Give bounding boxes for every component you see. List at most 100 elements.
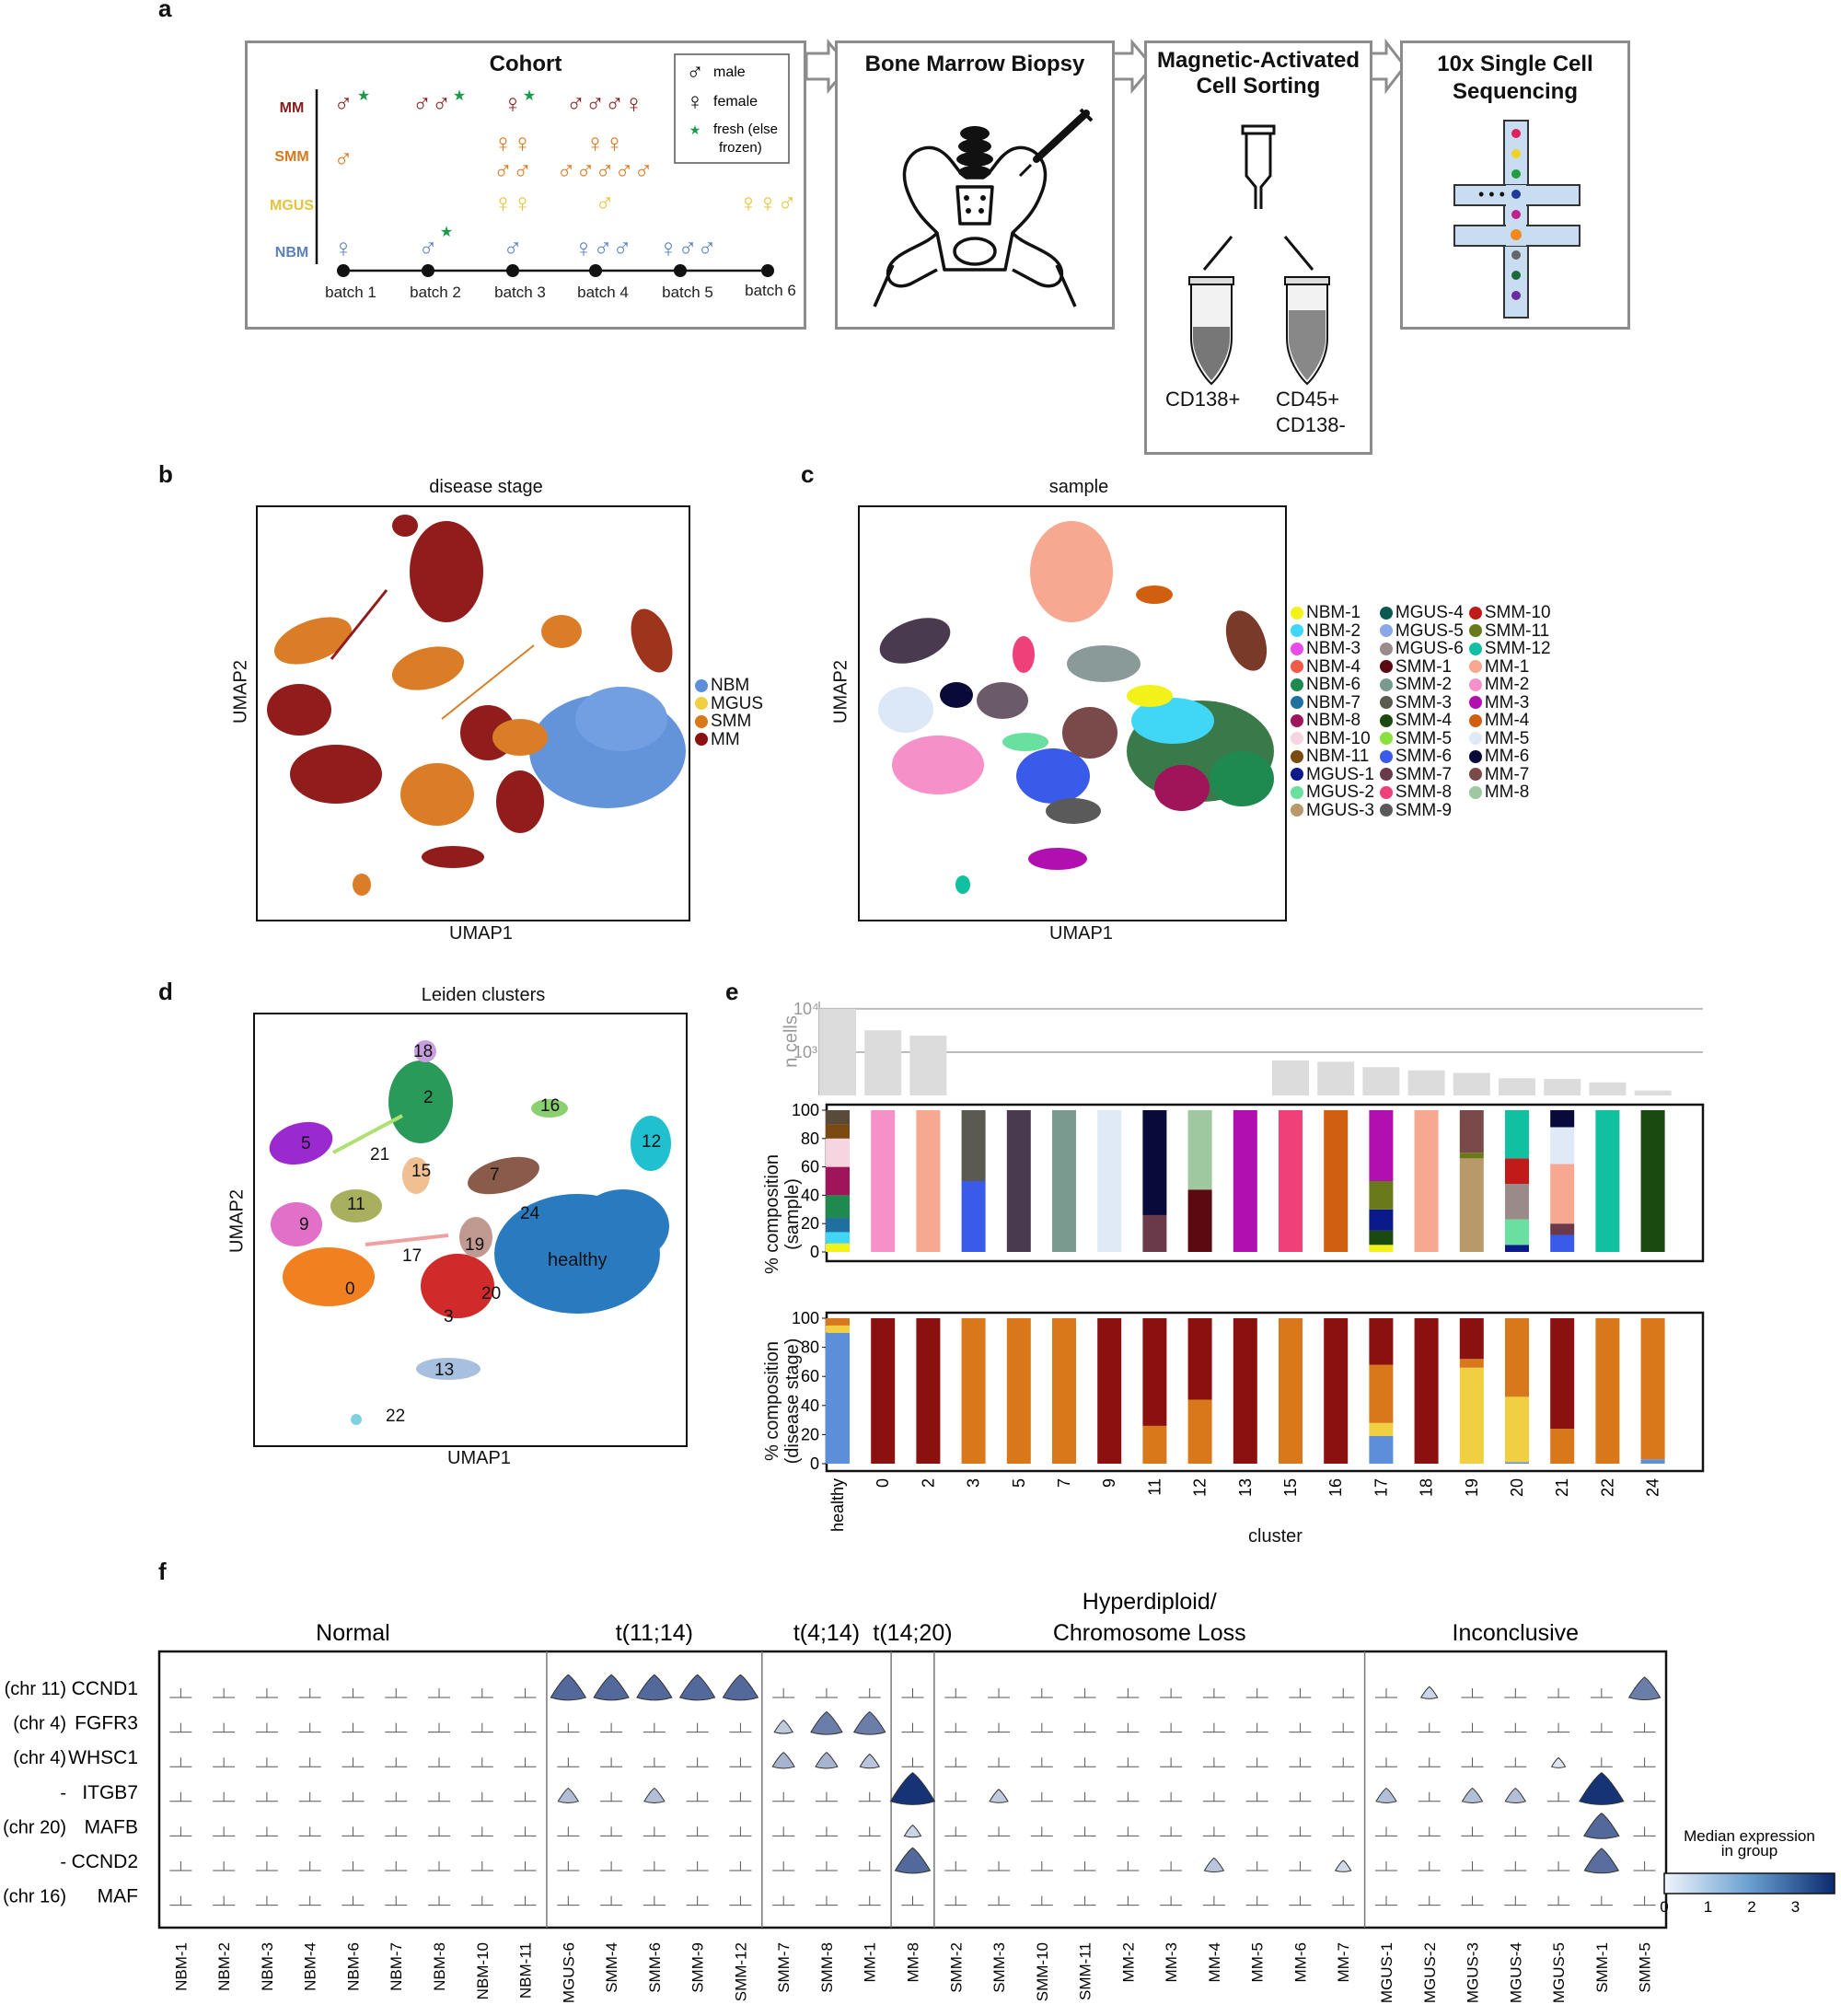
gene-chr-label: (chr 4) [13, 1714, 66, 1734]
cohort-cell: ♂ [504, 234, 523, 262]
legend-item: MGUS-6 [1379, 640, 1464, 658]
cluster-label: 0 [345, 1280, 355, 1299]
legend-item: NBM-8 [1291, 712, 1374, 730]
count-bar [864, 1030, 902, 1095]
stage-bar-segment [1459, 1318, 1484, 1360]
stage-bar-segment [1324, 1318, 1349, 1464]
sample-bar-segment [1414, 1110, 1439, 1252]
legend-item: SMM-2 [1379, 676, 1464, 694]
sample-tick-label: MGUS-5 [1550, 1942, 1568, 2003]
legend-item: NBM-11 [1291, 747, 1374, 766]
ytick-label: 0 [810, 1243, 819, 1261]
sample-bar-segment [1550, 1127, 1575, 1164]
colorbar-title: Median expression [1684, 1827, 1815, 1845]
violin-mark [593, 1674, 630, 1701]
cohort-diagram: MM SMM MGUS NBM batch 1 batch 2 batch 3 … [270, 53, 797, 301]
sample-bar-segment [1324, 1110, 1349, 1252]
cohort-cell: ♂ [596, 189, 615, 217]
sample-bar-segment [916, 1110, 941, 1252]
cluster-label: 7 [490, 1165, 500, 1185]
cluster-label: healthy [548, 1250, 608, 1270]
panel-c-title: sample [1048, 477, 1109, 497]
legend-item: NBM-1 [1291, 604, 1374, 622]
cluster-tick-label: 13 [1236, 1478, 1255, 1497]
group-label: t(11;14) [616, 1620, 693, 1646]
stage-bar-segment [916, 1318, 941, 1464]
sample-bar-segment [1505, 1184, 1529, 1220]
stage-bar-segment [1459, 1359, 1484, 1368]
log-tick: 10⁴ [793, 1000, 819, 1018]
sequencing-box: 10x Single Cell Sequencing • • • [1400, 41, 1630, 330]
cluster-label: 20 [481, 1284, 502, 1303]
sample-bar-segment [1505, 1245, 1529, 1252]
sample-bar-segment [1640, 1110, 1665, 1252]
gene-name-label: MAF [98, 1886, 138, 1907]
sample-bar-segment [826, 1138, 850, 1167]
ytick-label: 0 [810, 1454, 819, 1473]
stage-bar-segment [1505, 1318, 1529, 1397]
sample-bar-segment [1142, 1110, 1167, 1215]
stage-bar-segment [1142, 1425, 1167, 1464]
stage-bar-segment [1006, 1318, 1031, 1464]
panel-b-xlabel: UMAP1 [449, 923, 513, 944]
cohort-cell: ♀♂♂ [659, 234, 717, 262]
legend-item: NBM-3 [1291, 640, 1374, 658]
group-label: Chromosome Loss [1053, 1620, 1246, 1646]
legend-column-1: NBM-1 NBM-2 NBM-3 NBM-4 NBM-6 NBM-7 NBM-… [1291, 604, 1374, 819]
ytick-label: 80 [801, 1338, 819, 1357]
cluster-label: 15 [411, 1162, 432, 1181]
cluster-tick-label: 17 [1372, 1478, 1390, 1497]
biopsy-title: Bone Marrow Biopsy [864, 52, 1085, 76]
droplet-dots: • • • [1478, 185, 1505, 203]
fresh-star-icon: ★ [453, 88, 466, 104]
stage-bar-segment [961, 1318, 986, 1464]
biopsy-box: Bone Marrow Biopsy [835, 41, 1115, 330]
cluster-label: 9 [299, 1215, 309, 1234]
panel-b-legend: NBM MGUS SMM MM [695, 677, 763, 748]
cluster-label: 13 [434, 1361, 455, 1380]
umap-disease-stage [256, 505, 690, 921]
fresh-star-icon: ★ [440, 225, 453, 240]
legend-item: MGUS-3 [1291, 801, 1374, 820]
cd138-neg-label: CD138- [1276, 413, 1346, 436]
sample-bar-segment [826, 1110, 850, 1125]
cohort-cell: ♀ [504, 89, 523, 118]
microfluidic-chip-icon: • • • [1453, 120, 1580, 319]
male-icon: ♂ [686, 58, 704, 86]
panel-b-ylabel: UMAP2 [230, 660, 251, 724]
stage-bar-segment [1187, 1399, 1212, 1464]
violin-mark [771, 1751, 795, 1769]
cluster-tick-label: 12 [1191, 1478, 1210, 1497]
legend-item: MM-4 [1468, 712, 1551, 730]
cohort-cell: ♀ [334, 234, 353, 262]
count-bar [1499, 1078, 1535, 1095]
violin-mark [643, 1787, 666, 1803]
magnetic-column-icon [1188, 124, 1330, 386]
cluster-label: 18 [413, 1042, 434, 1061]
cluster-tick-label: 16 [1326, 1478, 1345, 1497]
stage-bar-segment [1505, 1396, 1529, 1463]
count-bar [1407, 1070, 1445, 1095]
panel-c-ylabel: UMAP2 [830, 660, 851, 724]
stage-bar-segment [1369, 1364, 1394, 1423]
sample-tick-label: MM-8 [905, 1942, 922, 1982]
violin-mark [636, 1674, 673, 1701]
legend-item: SMM-7 [1379, 765, 1464, 784]
cluster-tick-label: 11 [1145, 1478, 1164, 1496]
sample-tick-label: MGUS-6 [560, 1942, 577, 2003]
cohort-box: Cohort MM SMM MGUS NBM batch 1 batch 2 b… [245, 41, 806, 330]
legend-item: SMM-4 [1379, 712, 1464, 730]
legend-item: MGUS-5 [1379, 621, 1464, 641]
legend-item: NBM-10 [1291, 729, 1374, 748]
sample-bar-segment [961, 1181, 986, 1252]
sample-bar-segment [826, 1232, 850, 1244]
violin-mark [1583, 1848, 1620, 1874]
sample-bar-segment [1550, 1234, 1575, 1252]
violin-mark [894, 1847, 932, 1874]
sample-tick-label: MGUS-1 [1378, 1942, 1395, 2003]
sample-tick-label: NBM-3 [259, 1942, 276, 1991]
sample-tick-label: NBM-6 [344, 1942, 362, 1991]
gene-name-label: CCND2 [72, 1851, 138, 1872]
sample-bar-segment [1459, 1153, 1484, 1159]
stage-label-nbm: NBM [275, 245, 308, 261]
